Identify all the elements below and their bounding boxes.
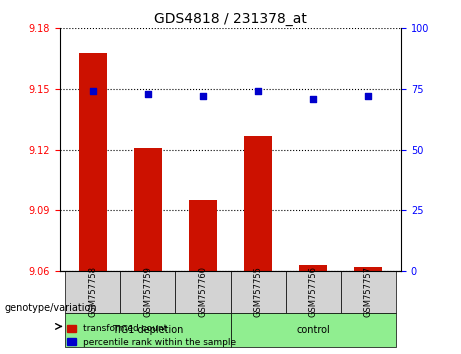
FancyBboxPatch shape <box>65 271 120 313</box>
Point <box>89 88 97 94</box>
Text: GSM757756: GSM757756 <box>308 267 318 318</box>
FancyBboxPatch shape <box>285 271 341 313</box>
Point <box>254 88 262 94</box>
Point <box>364 93 372 99</box>
Text: genotype/variation: genotype/variation <box>5 303 97 313</box>
Bar <box>79 53 106 271</box>
Bar <box>134 148 162 271</box>
FancyBboxPatch shape <box>176 271 230 313</box>
Text: GSM757758: GSM757758 <box>89 267 97 318</box>
Bar <box>189 200 217 271</box>
Point <box>309 96 317 102</box>
FancyBboxPatch shape <box>120 271 176 313</box>
Bar <box>355 267 382 271</box>
FancyBboxPatch shape <box>341 271 396 313</box>
Bar <box>299 265 327 271</box>
Point <box>144 91 152 97</box>
FancyBboxPatch shape <box>230 313 396 347</box>
Point <box>199 93 207 99</box>
Text: TIG1 depletion: TIG1 depletion <box>112 325 183 335</box>
Bar <box>244 136 272 271</box>
Title: GDS4818 / 231378_at: GDS4818 / 231378_at <box>154 12 307 26</box>
Text: GSM757757: GSM757757 <box>364 267 372 318</box>
Text: GSM757760: GSM757760 <box>199 267 207 318</box>
Text: GSM757755: GSM757755 <box>254 267 262 318</box>
Legend: transformed count, percentile rank within the sample: transformed count, percentile rank withi… <box>65 321 239 349</box>
Text: control: control <box>296 325 330 335</box>
Text: GSM757759: GSM757759 <box>143 267 153 318</box>
FancyBboxPatch shape <box>65 313 230 347</box>
FancyBboxPatch shape <box>230 271 285 313</box>
